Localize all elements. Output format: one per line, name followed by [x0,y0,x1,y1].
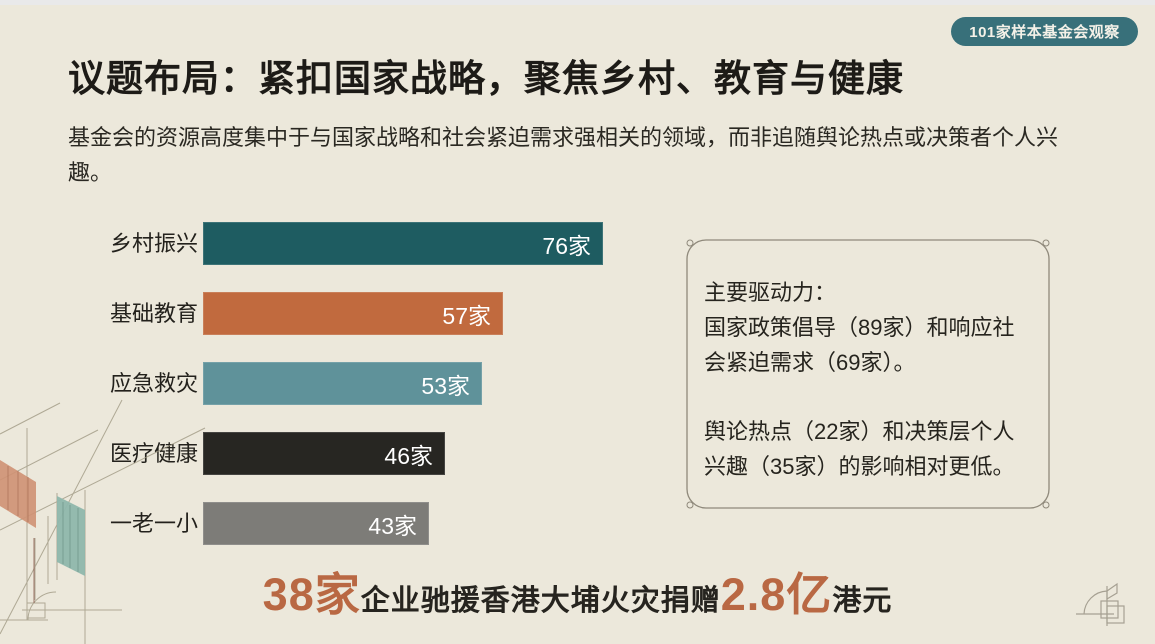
bar-category-label: 医疗健康 [109,441,198,466]
page-title: 议题布局：紧扣国家战略，聚焦乡村、教育与健康 [68,59,904,100]
top-edge-strip [0,0,1155,5]
bar-row: 应急救灾 53家 [68,362,668,405]
bar-row: 一老一小 43家 [68,502,668,545]
topic-bar-chart: 乡村振兴 76家基础教育 57家应急救灾 53家医疗健康 46家一老一小 43家 [68,222,668,545]
bar: 57家 [203,292,503,335]
bar-value-label: 53家 [421,372,470,399]
bar-category-label: 应急救灾 [109,371,198,396]
bar-category-label: 一老一小 [109,511,198,536]
bar-track: 53家 [203,362,482,405]
donation-footnote: 38家企业驰援香港大埔火灾捐赠2.8亿港元 [0,558,1155,623]
footnote-text: 港元 [832,585,893,617]
bar-category-label: 基础教育 [109,301,198,326]
drivers-callout-text: 主要驱动力： 国家政策倡导（89家）和响应社会紧迫需求（69家）。 舆论热点（2… [704,275,1034,484]
bar-track: 43家 [203,502,429,545]
bar-row: 医疗健康 46家 [68,432,668,475]
bar: 53家 [203,362,482,405]
page-subtitle: 基金会的资源高度集中于与国家战略和社会紧迫需求强相关的领域，而非追随舆论热点或决… [68,125,1059,185]
footnote-emphasis-text: 2.8亿 [720,569,833,620]
sample-count-badge-label: 101家样本基金会观察 [969,24,1120,41]
bar: 76家 [203,222,603,265]
bar-track: 57家 [203,292,503,335]
footnote-text: 企业驰援香港大埔火灾捐赠 [360,585,721,617]
bar-value-label: 46家 [384,442,433,469]
bar-track: 46家 [203,432,445,475]
drivers-callout-box: 主要驱动力： 国家政策倡导（89家）和响应社会紧迫需求（69家）。 舆论热点（2… [678,231,1058,517]
bar: 46家 [203,432,445,475]
callout-heading: 主要驱动力： [704,280,837,305]
bar-value-label: 43家 [368,512,417,539]
callout-paragraph-2: 舆论热点（22家）和决策层个人兴趣（35家）的影响相对更低。 [704,419,1015,479]
sample-count-badge: 101家样本基金会观察 [951,17,1138,46]
decorative-frame-border [686,239,1050,509]
bar-category-label: 乡村振兴 [109,231,198,256]
callout-paragraph-1: 国家政策倡导（89家）和响应社会紧迫需求（69家）。 [704,315,1015,375]
bar-track: 76家 [203,222,603,265]
bar-row: 乡村振兴 76家 [68,222,668,265]
bar-value-label: 57家 [442,302,491,329]
bar: 43家 [203,502,429,545]
footnote-emphasis-text: 38家 [262,569,361,620]
bar-row: 基础教育 57家 [68,292,668,335]
bar-value-label: 76家 [542,232,591,259]
